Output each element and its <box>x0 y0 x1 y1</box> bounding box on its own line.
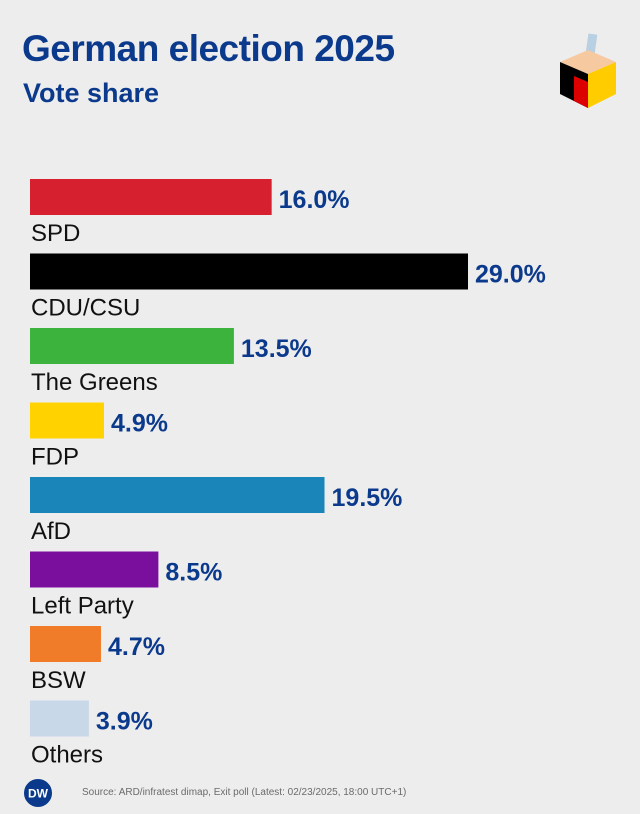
value-label-cdu-csu: 29.0% <box>475 261 546 289</box>
category-label-cdu-csu: CDU/CSU <box>31 295 140 322</box>
category-label-fdp: FDP <box>31 444 79 471</box>
bar-others <box>30 700 89 737</box>
value-label-fdp: 4.9% <box>111 410 168 438</box>
category-label-spd: SPD <box>31 220 80 247</box>
category-label-bsw: BSW <box>31 667 86 694</box>
chart-subtitle: Vote share <box>23 78 160 108</box>
category-label-afd: AfD <box>31 518 71 545</box>
ballot-box-icon <box>560 33 616 108</box>
bar-bsw <box>30 626 101 662</box>
value-label-spd: 16.0% <box>279 186 350 214</box>
bar-afd <box>30 477 325 513</box>
value-label-the-greens: 13.5% <box>241 335 312 363</box>
bar-spd <box>30 179 272 215</box>
value-label-left-party: 8.5% <box>165 559 222 587</box>
value-label-afd: 19.5% <box>332 484 403 512</box>
bar-cdu-csu <box>30 253 468 290</box>
source-note: Source: ARD/infratest dimap, Exit poll (… <box>82 787 407 798</box>
category-label-left-party: Left Party <box>31 593 134 620</box>
category-label-the-greens: The Greens <box>31 369 158 396</box>
dw-logo-icon: DW <box>24 779 52 807</box>
chart-title: German election 2025 <box>22 28 395 69</box>
bar-the-greens <box>30 328 234 364</box>
value-label-others: 3.9% <box>96 708 153 736</box>
value-label-bsw: 4.7% <box>108 633 165 661</box>
bar-left-party <box>30 551 159 588</box>
bar-chart: 16.0% SPD 29.0% CDU/CSU 13.5% The Greens 4.9% F… <box>30 179 546 769</box>
category-label-others: Others <box>31 742 103 769</box>
bar-fdp <box>30 402 105 439</box>
dw-logo-text: DW <box>28 787 49 801</box>
